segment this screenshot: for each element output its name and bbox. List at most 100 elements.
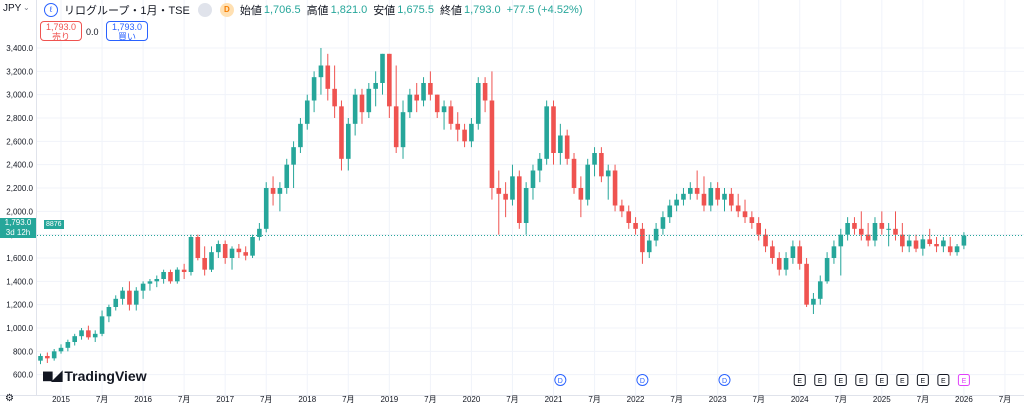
candle-body — [605, 170, 611, 177]
market-status-icon[interactable] — [197, 3, 212, 17]
candle-body — [236, 248, 242, 253]
candle-body — [934, 243, 939, 247]
countdown-value: 3d 12h — [5, 228, 31, 237]
earnings-marker-letter: E — [941, 378, 946, 385]
buy-button[interactable]: 1,793.0 買い — [106, 21, 148, 42]
candle-body — [859, 228, 864, 235]
candle-body — [640, 228, 645, 253]
candle-body — [954, 246, 960, 253]
price-tick-label: 800.0 — [13, 347, 34, 356]
time-tick-label: 7月 — [917, 395, 929, 404]
open-label: 始値 — [239, 5, 262, 17]
dividend-marker-letter: D — [640, 378, 645, 385]
candle-body — [612, 170, 618, 206]
candle-body — [646, 240, 652, 253]
symbol-name[interactable]: リログループ・1月・TSE — [64, 5, 190, 17]
time-tick-label: 2023 — [709, 395, 727, 404]
candle-body — [523, 187, 529, 223]
candle-body — [633, 222, 638, 229]
tradingview-logo[interactable]: ◼◢ TradingView — [42, 367, 147, 384]
price-tick-label: 2,600.0 — [6, 137, 33, 146]
time-tick-label: 7月 — [670, 395, 682, 404]
close-label: 終値 — [439, 5, 462, 17]
earnings-marker-letter: E — [859, 378, 864, 385]
candle-body — [585, 164, 590, 200]
time-tick-label: 2018 — [298, 395, 316, 404]
candle-body — [99, 316, 105, 334]
candle-body — [537, 158, 543, 171]
candle-body — [927, 239, 932, 244]
volume-tag: 8876 — [44, 220, 64, 229]
candle-body — [920, 239, 926, 249]
price-tick-label: 2,000.0 — [6, 207, 33, 216]
candle-body — [510, 176, 515, 200]
candle-body — [715, 187, 720, 200]
candle-body — [168, 271, 173, 282]
candle-body — [804, 263, 809, 305]
candle-body — [421, 82, 426, 101]
candle-body — [277, 187, 283, 194]
candle-body — [257, 228, 262, 237]
candle-body — [626, 211, 632, 223]
low-value: 1,675.5 — [397, 4, 434, 16]
candle-body — [380, 53, 385, 83]
candle-body — [195, 236, 201, 258]
candle-body — [961, 235, 967, 246]
candle-body — [366, 88, 372, 113]
candle-body — [845, 222, 850, 235]
candle-body — [188, 236, 194, 272]
candle-body — [674, 199, 679, 206]
last-price-value: 1,793.0 — [4, 218, 32, 227]
candle-body — [311, 77, 317, 101]
settings-gear-icon[interactable]: ⚙ — [5, 393, 14, 404]
candle-body — [879, 222, 885, 229]
symbol-logo-icon: ℓ — [44, 3, 58, 17]
time-tick-label: 7月 — [178, 395, 190, 404]
candle-body — [346, 123, 351, 159]
candle-body — [941, 240, 946, 247]
earnings-marker-icon — [896, 374, 909, 386]
candle-body — [729, 193, 734, 206]
buy-price: 1,793.0 — [111, 22, 143, 32]
candle-body — [175, 269, 180, 282]
candle-body — [45, 355, 50, 359]
earnings-marker-icon — [937, 374, 950, 386]
chart-grid — [37, 0, 1024, 395]
earnings-marker-letter: E — [900, 378, 905, 385]
sell-button[interactable]: 1,793.0 売り — [40, 21, 82, 42]
candle-body — [359, 94, 365, 113]
currency-label[interactable]: JPY — [3, 3, 22, 14]
candle-body — [619, 205, 625, 212]
candle-body — [811, 298, 816, 305]
spread-value: 0.0 — [86, 27, 99, 37]
candle-body — [578, 187, 584, 200]
sell-label: 売り — [51, 32, 70, 42]
delayed-data-icon[interactable]: D — [219, 3, 234, 17]
candle-body — [551, 106, 556, 153]
candle-body — [304, 100, 310, 124]
dividend-marker-icon — [718, 374, 731, 386]
price-tick-label: 2,800.0 — [6, 114, 33, 123]
time-axis[interactable]: 2015 7月 2016 7月 2017 7月 2018 7月 2019 7月 2020 7月 2021… — [52, 395, 1011, 404]
currency-caret-icon[interactable]: ⌄ — [23, 3, 30, 12]
price-tick-label: 1,600.0 — [6, 254, 33, 263]
earnings-marker-letter: E — [797, 378, 802, 385]
price-axis[interactable]: 600.0 800.0 1,000.0 1,200.0 1,400.0 1,600.0 1,… — [6, 44, 33, 380]
candle-body — [120, 290, 125, 299]
time-tick-label: 2025 — [873, 395, 891, 404]
time-tick-label: 7月 — [835, 395, 847, 404]
candle-body — [681, 193, 686, 200]
candle-body — [831, 246, 837, 258]
candle-body — [161, 271, 166, 279]
price-tick-label: 600.0 — [13, 371, 34, 380]
candle-body — [298, 123, 303, 148]
candle-body — [202, 257, 207, 270]
candle-body — [688, 187, 693, 194]
candle-body — [475, 82, 481, 124]
candle-body — [783, 257, 789, 270]
candle-body — [339, 106, 344, 159]
candle-body — [243, 252, 248, 256]
candle-body — [770, 246, 775, 258]
